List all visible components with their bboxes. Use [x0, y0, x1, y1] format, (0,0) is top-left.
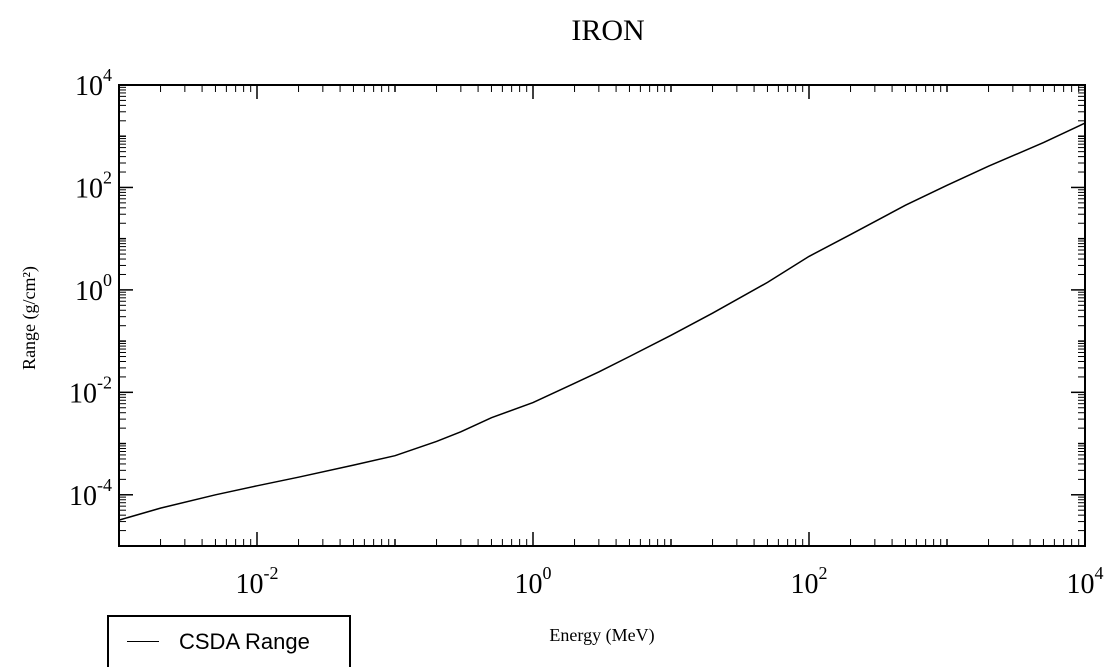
- plot-area-frame: [118, 84, 1086, 547]
- x-tick-label: 104: [1067, 563, 1104, 600]
- y-tick-label: 10-2: [69, 372, 112, 409]
- chart-title: IRON: [571, 14, 644, 47]
- x-axis-label: Energy (MeV): [549, 625, 654, 646]
- y-tick-label: 104: [75, 65, 112, 102]
- series-layer: [118, 122, 1086, 521]
- legend-label: CSDA Range: [179, 629, 310, 654]
- y-tick-label: 10-4: [69, 475, 112, 512]
- x-tick-label: 10-2: [236, 563, 279, 600]
- legend-line-swatch: [127, 641, 159, 642]
- legend: CSDA Range: [107, 615, 351, 667]
- x-tick-label: 100: [515, 563, 552, 600]
- y-tick-label: 100: [75, 270, 112, 307]
- y-axis-label: Range (g/cm²): [19, 266, 40, 370]
- series-line-csda-range: [118, 122, 1086, 521]
- axis-ticks: [118, 84, 1086, 547]
- axis-tick-labels: 10-2 100 102 104 10-4 10-2 100 102 104: [69, 65, 1104, 600]
- y-tick-label: 102: [75, 167, 112, 204]
- x-tick-label: 102: [791, 563, 828, 600]
